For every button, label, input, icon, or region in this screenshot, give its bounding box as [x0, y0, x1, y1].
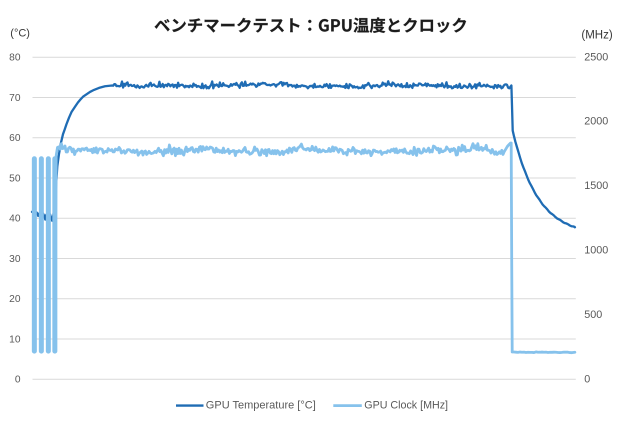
svg-text:1500: 1500 [584, 180, 608, 192]
svg-text:50: 50 [9, 173, 21, 184]
svg-text:GPU Temperature [°C]: GPU Temperature [°C] [206, 399, 316, 411]
svg-text:GPU Clock [MHz]: GPU Clock [MHz] [364, 399, 448, 411]
svg-text:1000: 1000 [584, 245, 608, 257]
svg-text:10: 10 [9, 334, 21, 345]
svg-text:70: 70 [9, 93, 21, 104]
svg-text:60: 60 [9, 133, 21, 144]
svg-text:0: 0 [584, 373, 590, 385]
svg-text:(MHz): (MHz) [581, 30, 612, 42]
svg-text:(°C): (°C) [10, 28, 30, 40]
svg-text:30: 30 [9, 254, 21, 265]
svg-text:20: 20 [9, 294, 21, 305]
svg-text:2500: 2500 [584, 51, 608, 63]
svg-text:500: 500 [584, 309, 602, 321]
svg-text:80: 80 [9, 53, 21, 64]
svg-text:40: 40 [9, 214, 21, 225]
svg-text:2000: 2000 [584, 116, 608, 128]
svg-text:0: 0 [15, 375, 21, 386]
